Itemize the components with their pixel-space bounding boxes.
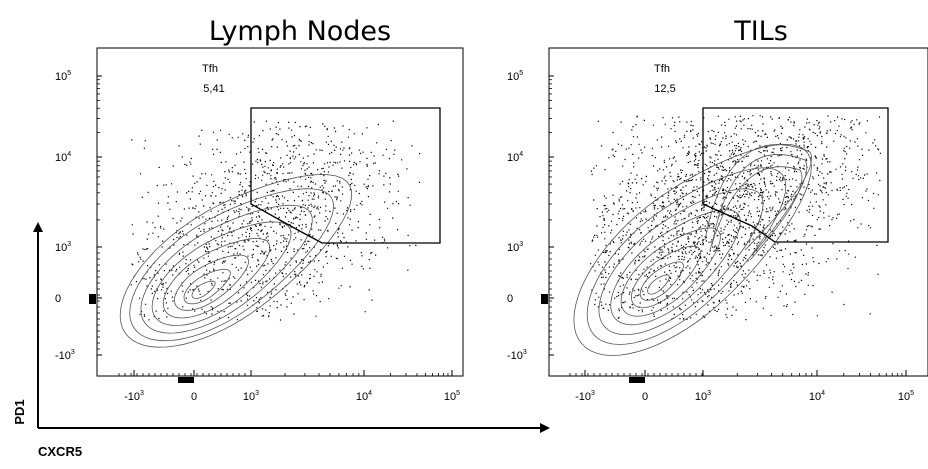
- event-dots: [590, 115, 881, 321]
- contour-ring: [639, 261, 684, 301]
- x-zero-marker: [629, 377, 645, 383]
- x-tick-label: 0: [191, 391, 197, 403]
- x-tick-label: 105: [444, 390, 460, 403]
- contour-ring: [151, 221, 292, 326]
- y-tick-label: 105: [507, 70, 523, 83]
- gate-value: 12,5: [654, 83, 675, 95]
- event-dot-cloud: [590, 115, 881, 321]
- plot-frame: [96, 47, 464, 377]
- contour-ring: [573, 143, 812, 356]
- contour-ring: [704, 144, 812, 251]
- x-tick-label: 104: [809, 390, 825, 403]
- contour-ring: [162, 238, 271, 319]
- y-tick-label: 103: [55, 241, 71, 254]
- gate-label: Tfh: [654, 63, 670, 75]
- event-dots: [130, 120, 421, 321]
- y-tick-label: -103: [55, 349, 75, 362]
- contour-ring: [586, 167, 787, 345]
- contour-ring: [620, 227, 721, 317]
- y-tick-label: 105: [55, 70, 71, 83]
- contour-ring: [598, 188, 764, 336]
- contour-ring: [140, 204, 313, 334]
- x-tick-label: -103: [124, 390, 144, 403]
- lymph-nodes-panel: Lymph Nodes Tfh 5,41 105 104 103 0 -103 -103…: [55, 16, 464, 403]
- tils-panel: TILs Tfh 12,5 105 104 103 0 -103 -103 0 103 104…: [507, 16, 928, 403]
- density-contours: [119, 174, 352, 348]
- y-tick-label: 0: [507, 293, 513, 305]
- y-tick-label: -103: [507, 349, 527, 362]
- gate-label: Tfh: [202, 63, 218, 75]
- tfh-gate: [702, 107, 889, 243]
- x-axis-ticks: -103 0 103 104 105: [569, 370, 914, 403]
- y-axis-ticks: 105 104 103 0 -103: [55, 70, 102, 362]
- y-axis-label: PD1: [12, 399, 27, 424]
- x-tick-label: 105: [898, 390, 914, 403]
- contour-ring: [174, 254, 249, 311]
- x-tick-label: -103: [575, 390, 595, 403]
- contour-ring: [191, 280, 216, 299]
- contour-ring: [711, 154, 808, 256]
- x-tick-label: 103: [695, 390, 711, 403]
- y-zero-marker: [541, 294, 548, 304]
- y-zero-marker: [89, 294, 96, 304]
- y-tick-label: 104: [55, 151, 71, 164]
- y-tick-label: 103: [507, 241, 523, 254]
- density-contours: [573, 143, 812, 356]
- y-axis-ticks: 105 104 103 0 -103: [507, 70, 554, 362]
- contour-ring: [709, 166, 803, 261]
- panel-title: Lymph Nodes: [209, 16, 391, 47]
- contour-ring: [129, 188, 334, 342]
- y-tick-label: 0: [55, 293, 61, 305]
- contour-ring: [610, 209, 741, 326]
- x-axis-label: CXCR5: [38, 444, 82, 459]
- x-tick-label: 103: [243, 390, 259, 403]
- contour-ring: [630, 245, 701, 309]
- contour-ring: [183, 268, 231, 305]
- panel-title: TILs: [733, 16, 788, 47]
- x-tick-label: 0: [642, 391, 648, 403]
- contour-ring: [119, 174, 352, 348]
- gate-value: 5,41: [203, 83, 224, 95]
- y-tick-label: 104: [507, 151, 523, 164]
- x-axis-ticks: -103 0 103 104 105: [118, 370, 460, 403]
- plot-frame: [548, 47, 928, 377]
- x-zero-marker: [178, 377, 194, 383]
- event-dot-cloud: [130, 120, 421, 321]
- tfh-gate: [250, 107, 441, 244]
- contour-ring: [647, 274, 670, 295]
- x-tick-label: 104: [356, 390, 372, 403]
